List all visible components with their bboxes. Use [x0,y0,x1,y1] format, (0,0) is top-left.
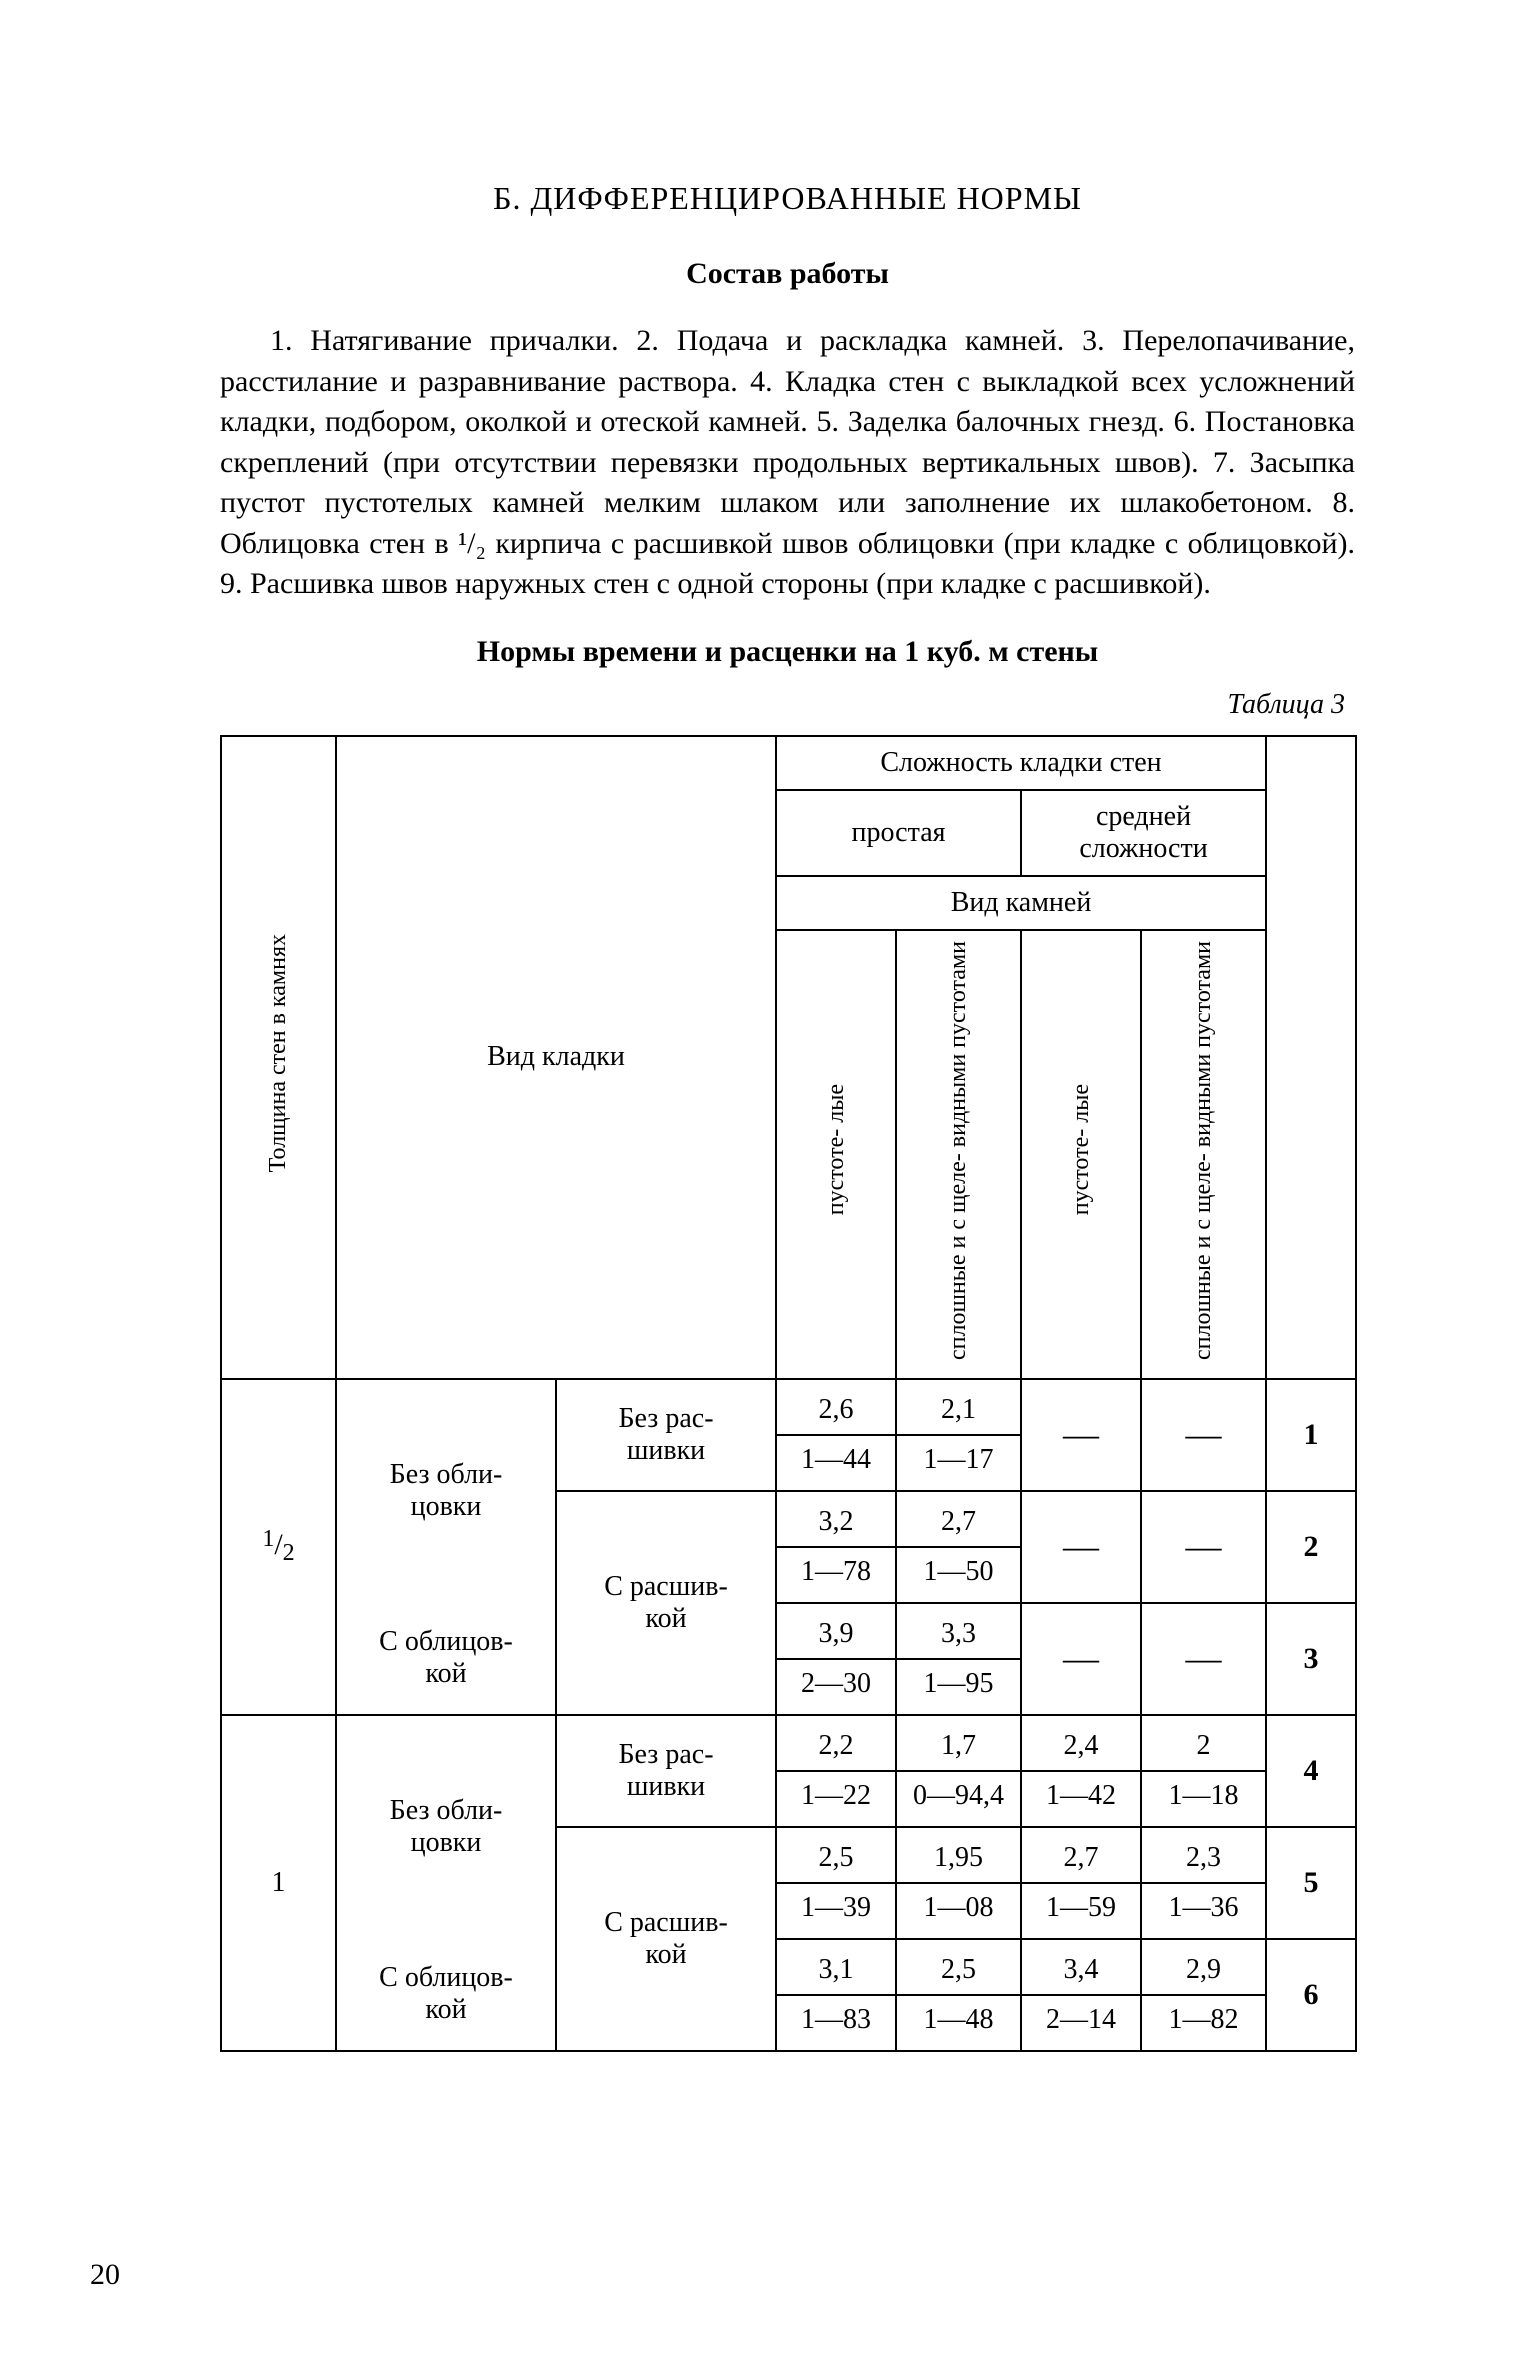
cell-no-facing-2: Без обли- цовки [336,1715,556,1939]
cell: 3,31—95 [896,1603,1021,1715]
th-medium: средней сложности [1021,790,1266,876]
table-caption: Нормы времени и расценки на 1 куб. м сте… [220,635,1355,669]
cell: — [1021,1603,1141,1715]
cell: 2,51—48 [896,1939,1021,2051]
th-complexity-group: Сложность кладки стен [776,736,1266,790]
th-stone-type: Вид камней [776,876,1266,930]
cell-with-facing-2: С облицов- кой [336,1939,556,2051]
cell: 1,70—94,4 [896,1715,1021,1827]
cell-with-facing-1: С облицов- кой [336,1603,556,1715]
cell: 2,61—44 [776,1379,896,1491]
th-hollow-2: пустоте- лые [1021,930,1141,1379]
sub-heading: Состав работы [220,257,1355,291]
cell: 3,42—14 [1021,1939,1141,2051]
table-row: С облицов- кой 3,92—30 3,31—95 — — 3 [221,1603,1356,1715]
cell: 2,91—82 [1141,1939,1266,2051]
cell: 2,31—36 [1141,1827,1266,1939]
cell-with-joint-1: С расшив- кой [556,1491,776,1715]
cell: 3,92—30 [776,1603,896,1715]
table-row: 1 Без обли- цовки Без рас- шивки 2,21—22… [221,1715,1356,1827]
cell-no-facing-1: Без обли- цовки [336,1379,556,1603]
cell: 2,71—50 [896,1491,1021,1603]
cell-rownum: 6 [1266,1939,1356,2051]
table-row: С облицов- кой 3,11—83 2,51—48 3,42—14 2… [221,1939,1356,2051]
cell: 2,11—17 [896,1379,1021,1491]
norms-table: Толщина стен в камнях Вид кладки Сложнос… [220,735,1357,2052]
table-number-label: Таблица 3 [220,689,1345,721]
cell-rownum: 4 [1266,1715,1356,1827]
cell: 3,21—78 [776,1491,896,1603]
cell-no-joint-2: Без рас- шивки [556,1715,776,1827]
th-type: Вид кладки [336,736,776,1379]
cell: — [1021,1379,1141,1491]
cell-with-joint-2: С расшив- кой [556,1827,776,2051]
cell-thickness-one: 1 [221,1715,336,2051]
cell-rownum: 1 [1266,1379,1356,1491]
cell: 2,51—39 [776,1827,896,1939]
section-heading: Б. ДИФФЕРЕНЦИРОВАННЫЕ НОРМЫ [220,180,1355,217]
cell: 2,21—22 [776,1715,896,1827]
page-number: 20 [90,2258,120,2292]
cell: 21—18 [1141,1715,1266,1827]
cell: 2,71—59 [1021,1827,1141,1939]
body-paragraph: 1. Натягивание причалки. 2. Подача и рас… [220,321,1355,605]
th-rownum-blank [1266,736,1356,1379]
th-simple: простая [776,790,1021,876]
th-solid-2: сплошные и с щеле- видными пустотами [1141,930,1266,1379]
cell-no-joint-1: Без рас- шивки [556,1379,776,1491]
cell: 1,951—08 [896,1827,1021,1939]
cell-rownum: 2 [1266,1491,1356,1603]
th-solid-1: сплошные и с щеле- видными пустотами [896,930,1021,1379]
cell: 2,41—42 [1021,1715,1141,1827]
cell-rownum: 5 [1266,1827,1356,1939]
th-thickness: Толщина стен в камнях [221,736,336,1379]
cell-rownum: 3 [1266,1603,1356,1715]
cell: — [1021,1491,1141,1603]
th-hollow-1: пустоте- лые [776,930,896,1379]
cell: — [1141,1379,1266,1491]
table-row: 1/2 Без обли- цовки Без рас- шивки 2,61—… [221,1379,1356,1491]
cell: — [1141,1491,1266,1603]
cell-thickness-half: 1/2 [221,1379,336,1715]
cell: 3,11—83 [776,1939,896,2051]
cell: — [1141,1603,1266,1715]
